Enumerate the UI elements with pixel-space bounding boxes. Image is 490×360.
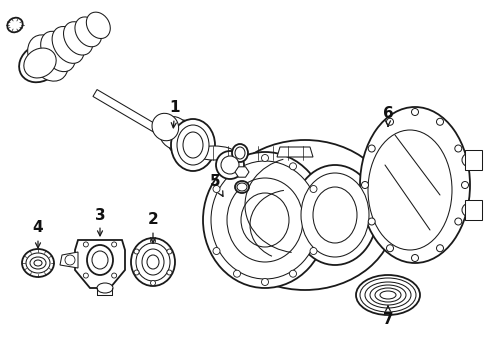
Ellipse shape bbox=[301, 173, 369, 257]
Circle shape bbox=[368, 145, 375, 152]
Ellipse shape bbox=[370, 285, 406, 305]
Ellipse shape bbox=[183, 132, 203, 158]
Ellipse shape bbox=[211, 161, 319, 279]
Text: 4: 4 bbox=[33, 220, 43, 248]
Circle shape bbox=[462, 181, 468, 189]
Circle shape bbox=[368, 218, 375, 225]
Ellipse shape bbox=[462, 153, 478, 167]
Ellipse shape bbox=[24, 48, 56, 78]
Ellipse shape bbox=[241, 193, 289, 247]
Circle shape bbox=[83, 273, 88, 278]
Polygon shape bbox=[75, 240, 125, 288]
Circle shape bbox=[112, 273, 117, 278]
Ellipse shape bbox=[147, 255, 159, 269]
Ellipse shape bbox=[52, 27, 84, 63]
Ellipse shape bbox=[142, 249, 164, 275]
Ellipse shape bbox=[131, 238, 175, 286]
Ellipse shape bbox=[92, 251, 108, 269]
Circle shape bbox=[65, 255, 75, 265]
Ellipse shape bbox=[232, 144, 248, 162]
Ellipse shape bbox=[26, 253, 50, 273]
Circle shape bbox=[262, 154, 269, 162]
Circle shape bbox=[455, 218, 462, 225]
Ellipse shape bbox=[360, 278, 416, 312]
Circle shape bbox=[134, 270, 139, 275]
Text: 2: 2 bbox=[147, 212, 158, 243]
Circle shape bbox=[213, 185, 220, 193]
Circle shape bbox=[387, 118, 393, 125]
Circle shape bbox=[412, 255, 418, 261]
Circle shape bbox=[134, 249, 139, 254]
Circle shape bbox=[234, 270, 241, 277]
Ellipse shape bbox=[41, 31, 75, 72]
Circle shape bbox=[362, 181, 368, 189]
Circle shape bbox=[310, 185, 317, 193]
Circle shape bbox=[437, 118, 443, 125]
Ellipse shape bbox=[462, 203, 478, 217]
Ellipse shape bbox=[221, 156, 239, 174]
Ellipse shape bbox=[152, 113, 179, 141]
Ellipse shape bbox=[97, 283, 113, 293]
Ellipse shape bbox=[136, 243, 170, 281]
Ellipse shape bbox=[75, 17, 101, 47]
Polygon shape bbox=[60, 252, 78, 268]
Polygon shape bbox=[465, 200, 482, 220]
Ellipse shape bbox=[171, 119, 215, 171]
Ellipse shape bbox=[193, 146, 235, 160]
Circle shape bbox=[234, 163, 241, 170]
Circle shape bbox=[387, 245, 393, 252]
Ellipse shape bbox=[87, 245, 113, 275]
Ellipse shape bbox=[313, 187, 357, 243]
Ellipse shape bbox=[235, 181, 249, 193]
Ellipse shape bbox=[22, 249, 54, 277]
Circle shape bbox=[83, 242, 88, 247]
Circle shape bbox=[262, 279, 269, 285]
Circle shape bbox=[437, 245, 443, 252]
Polygon shape bbox=[277, 147, 313, 157]
Text: 7: 7 bbox=[383, 306, 393, 328]
Circle shape bbox=[290, 270, 296, 277]
Ellipse shape bbox=[19, 44, 61, 82]
Ellipse shape bbox=[177, 125, 209, 165]
Text: 5: 5 bbox=[210, 175, 223, 196]
Ellipse shape bbox=[375, 288, 401, 302]
Circle shape bbox=[112, 242, 117, 247]
Text: 1: 1 bbox=[170, 100, 180, 128]
Polygon shape bbox=[465, 150, 482, 170]
Text: 6: 6 bbox=[383, 105, 393, 126]
Circle shape bbox=[310, 248, 317, 255]
Circle shape bbox=[150, 238, 155, 243]
Ellipse shape bbox=[27, 35, 68, 81]
Ellipse shape bbox=[293, 165, 377, 265]
Ellipse shape bbox=[380, 291, 396, 299]
Ellipse shape bbox=[237, 183, 247, 191]
Polygon shape bbox=[93, 90, 177, 143]
Circle shape bbox=[150, 280, 155, 285]
Circle shape bbox=[455, 145, 462, 152]
Ellipse shape bbox=[356, 275, 420, 315]
Ellipse shape bbox=[216, 151, 244, 179]
Ellipse shape bbox=[166, 120, 202, 158]
Ellipse shape bbox=[235, 147, 245, 159]
Circle shape bbox=[412, 108, 418, 116]
Ellipse shape bbox=[64, 22, 93, 55]
Ellipse shape bbox=[368, 130, 452, 250]
Circle shape bbox=[213, 248, 220, 255]
Circle shape bbox=[290, 163, 296, 170]
Ellipse shape bbox=[7, 18, 23, 32]
Ellipse shape bbox=[34, 260, 42, 266]
Ellipse shape bbox=[86, 12, 110, 39]
Polygon shape bbox=[235, 167, 249, 177]
Ellipse shape bbox=[159, 117, 190, 149]
Ellipse shape bbox=[360, 107, 470, 263]
Ellipse shape bbox=[365, 282, 411, 308]
Circle shape bbox=[167, 270, 172, 275]
Ellipse shape bbox=[227, 178, 303, 262]
Ellipse shape bbox=[172, 122, 214, 168]
Circle shape bbox=[167, 249, 172, 254]
Ellipse shape bbox=[203, 152, 327, 288]
Ellipse shape bbox=[215, 140, 395, 290]
Text: 3: 3 bbox=[95, 207, 105, 236]
Ellipse shape bbox=[30, 257, 46, 269]
